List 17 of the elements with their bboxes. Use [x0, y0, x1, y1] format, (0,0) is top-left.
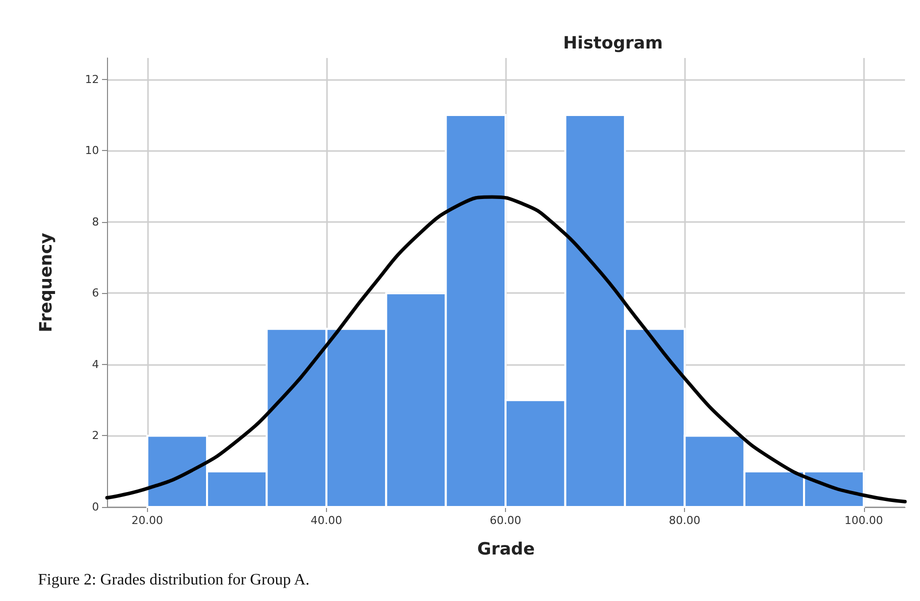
chart-title: Histogram	[563, 34, 663, 54]
y-axis-title: Frequency	[36, 232, 56, 332]
line-series	[105, 195, 907, 504]
x-tick-label: 40.00	[310, 514, 342, 527]
x-tick-label: 60.00	[490, 514, 522, 527]
y-tick-label: 6	[92, 286, 99, 300]
y-tick-label: 4	[92, 358, 99, 371]
y-tick-label: 12	[85, 72, 99, 86]
y-tick-label: 2	[92, 429, 99, 442]
y-tick-label: 10	[85, 144, 99, 158]
x-tick-label: 20.00	[132, 514, 164, 527]
x-tick-label: 80.00	[668, 514, 700, 527]
x-axis-title: Grade	[477, 540, 535, 560]
y-tick-label: 8	[92, 215, 99, 228]
y-tick-label: 0	[92, 500, 99, 514]
caption: Figure 2: Grades distribution for Group A.	[38, 572, 310, 588]
x-tick-label: 100.00	[844, 514, 884, 527]
